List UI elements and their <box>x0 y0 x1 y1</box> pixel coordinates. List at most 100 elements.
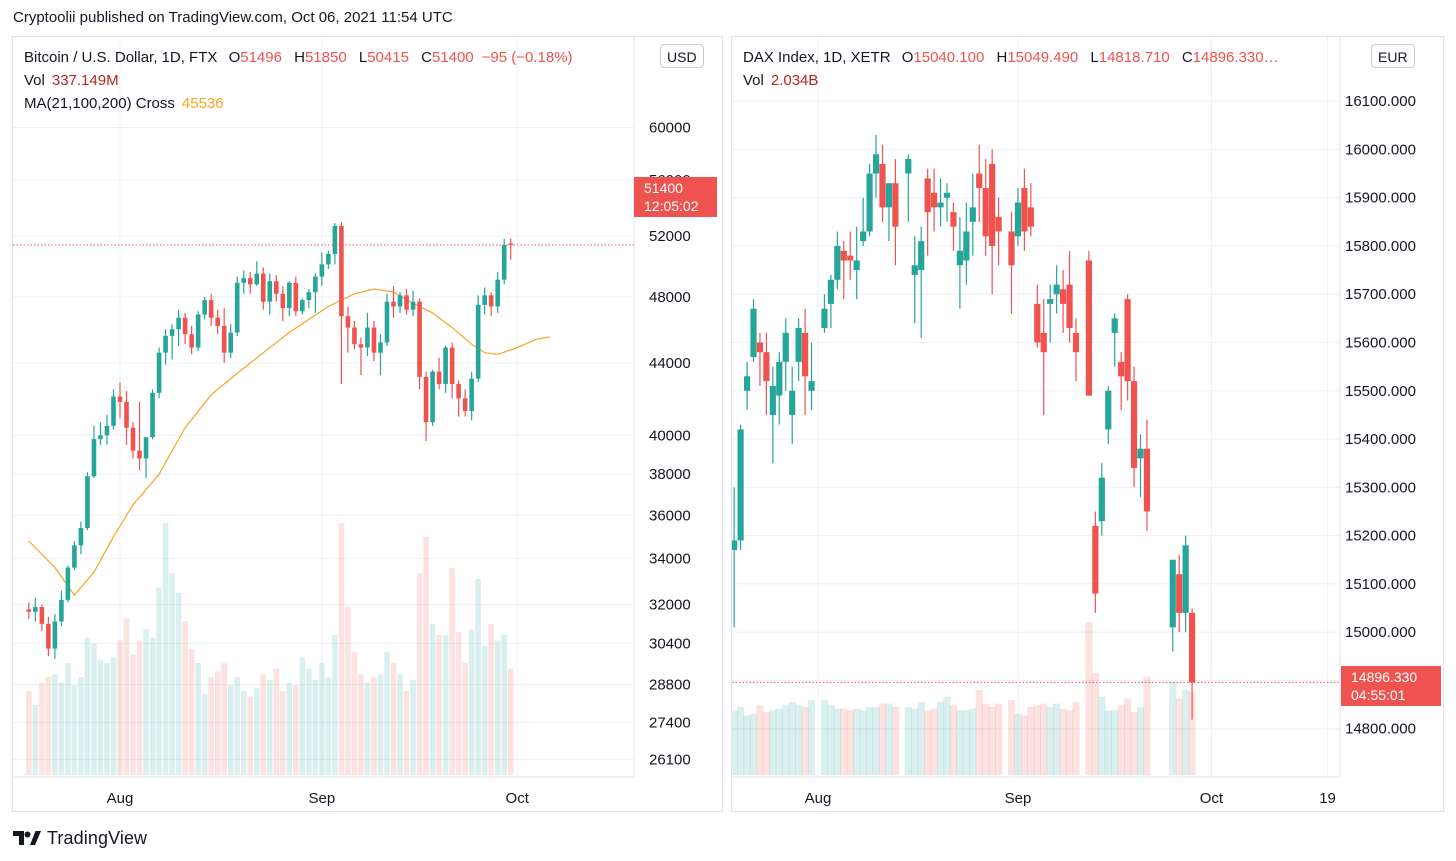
btc-chart-canvas[interactable]: 26100 27400 28800 30400 32000 34000 36000 38000… <box>13 37 724 813</box>
dax-candle-body <box>892 183 899 227</box>
dax-volume-bar <box>737 707 745 775</box>
dax-volume-bar <box>782 705 790 775</box>
dax-candle-body <box>1027 207 1034 227</box>
dax-volume-bar <box>1136 707 1145 775</box>
dax-candle-body <box>769 385 776 415</box>
btc-volume-bar <box>397 674 403 775</box>
btc-candle-body <box>39 607 45 624</box>
btc-volume-bar <box>488 623 494 775</box>
dax-volume-bar <box>769 710 777 775</box>
btc-volume-bar <box>338 523 345 775</box>
btc-candle-body <box>378 342 383 353</box>
btc-volume-bar <box>449 567 455 775</box>
btc-volume-bar <box>58 682 65 775</box>
dax-candle-body <box>776 361 783 396</box>
dax-volume-bar <box>988 707 996 775</box>
btc-volume-bar <box>110 657 117 775</box>
btc-candle-body <box>339 226 344 317</box>
btc-volume-bar <box>182 621 188 775</box>
dax-candle-body <box>808 381 815 391</box>
btc-volume-bar <box>273 668 280 775</box>
btc-volume-bar <box>156 587 162 775</box>
btc-candle-body <box>195 314 201 348</box>
btc-candle-body <box>59 599 64 622</box>
btc-candle-body <box>33 607 38 612</box>
dax-price-tick-label: 15100.000 <box>1345 576 1416 593</box>
btc-volume-bar <box>364 682 371 775</box>
dax-currency-button[interactable]: EUR <box>1371 44 1415 68</box>
btc-volume-bar <box>293 685 299 775</box>
btc-volume-bar <box>234 677 241 775</box>
btc-candle-body <box>475 304 481 379</box>
tradingview-brand: TradingView <box>47 827 148 848</box>
dax-candle-body <box>1111 318 1118 333</box>
dax-candle-body <box>1118 361 1125 377</box>
btc-candle-body <box>332 226 338 254</box>
dax-candle-body <box>737 429 744 541</box>
dax-volume-bar <box>924 710 932 775</box>
dax-volume-bar <box>762 712 770 775</box>
dax-volume-bar <box>846 710 854 775</box>
dax-price-tick-label: 15400.000 <box>1345 431 1416 448</box>
btc-candle-body <box>176 317 181 330</box>
dax-chart-canvas[interactable]: 14800.00014900.00015000.00015100.0001520… <box>732 37 1445 813</box>
btc-candle-body <box>345 316 351 328</box>
dax-candle-body <box>931 192 938 208</box>
dax-volume-bar <box>995 703 1003 775</box>
dax-candle-body <box>1072 332 1080 353</box>
dax-candle-body <box>866 173 873 232</box>
dax-candle-body <box>1143 448 1151 512</box>
btc-candle-body <box>130 427 136 451</box>
btc-candle-body <box>300 300 305 312</box>
dax-volume-bar <box>1182 690 1190 775</box>
dax-candle-body <box>743 376 751 391</box>
btc-volume-bar <box>481 646 488 775</box>
btc-volume-bar <box>266 679 273 775</box>
btc-volume-bar <box>371 677 377 775</box>
btc-candle-body <box>365 327 370 348</box>
btc-time-tick-label: Sep <box>309 790 336 807</box>
btc-candle-body <box>182 317 188 335</box>
dax-volume-bar <box>1027 707 1035 775</box>
btc-volume-bar <box>32 705 39 775</box>
btc-candle-body <box>358 344 364 348</box>
btc-volume-bar <box>462 663 468 775</box>
btc-price-tick-label: 36000 <box>649 507 691 524</box>
dax-volume-bar <box>1014 713 1022 775</box>
btc-chart-panel[interactable]: 26100 27400 28800 30400 32000 34000 36000 38000… <box>12 36 723 812</box>
dax-candle-body <box>1066 284 1073 329</box>
btc-currency-button[interactable]: USD <box>660 44 704 68</box>
dax-volume-bar <box>911 708 919 775</box>
dax-candle-body <box>827 279 834 304</box>
btc-candle-body <box>501 244 507 280</box>
btc-volume-bar <box>442 635 449 775</box>
btc-candle-body <box>306 292 312 301</box>
btc-volume-bar <box>390 663 397 775</box>
btc-volume-bar <box>403 691 410 775</box>
btc-price-tick-label: 60000 <box>649 120 691 137</box>
dax-candle-body <box>1098 477 1105 522</box>
tradingview-logo[interactable]: TradingView <box>13 826 147 850</box>
btc-candle-body <box>65 567 71 600</box>
btc-volume-bar <box>149 637 156 775</box>
btc-volume-bar <box>45 677 52 775</box>
dax-volume-bar <box>1072 701 1080 775</box>
dax-candle-body <box>1008 231 1015 266</box>
dax-price-tick-label: 15700.000 <box>1345 286 1416 303</box>
btc-volume-bar <box>117 640 123 775</box>
dax-last-price-tag: 14896.330 04:55:01 <box>1341 666 1441 706</box>
btc-volume-bar <box>507 668 514 775</box>
dax-chart-panel[interactable]: 14800.00014900.00015000.00015100.0001520… <box>731 36 1444 812</box>
btc-candle-body <box>91 439 97 477</box>
btc-volume-bar <box>136 640 143 775</box>
dax-candle-body <box>1014 202 1022 237</box>
dax-time-tick-label: Aug <box>805 790 832 807</box>
btc-volume-bar <box>475 579 481 775</box>
dax-volume-bar <box>833 708 841 775</box>
dax-volume-bar <box>866 707 874 775</box>
btc-candle-body <box>85 476 90 529</box>
btc-volume-bar <box>416 573 423 775</box>
dax-price-tick-label: 14800.000 <box>1345 721 1416 738</box>
dax-volume-bar <box>969 708 977 775</box>
btc-candle-body <box>488 295 494 307</box>
